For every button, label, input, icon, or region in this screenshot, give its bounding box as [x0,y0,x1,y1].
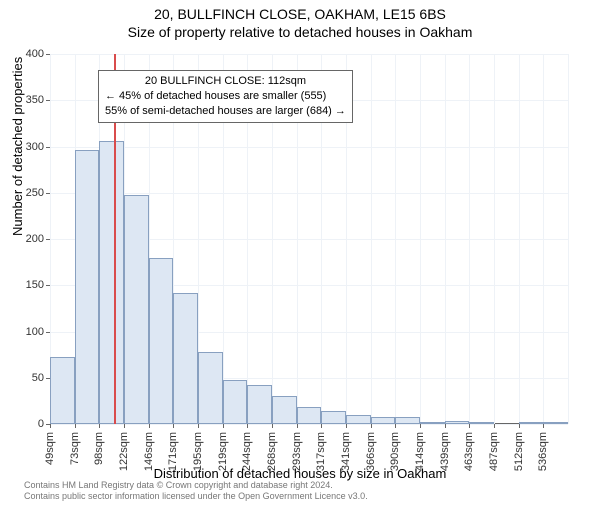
xtick-mark [469,424,470,428]
gridline-h [50,147,568,148]
histogram-bar [50,357,75,424]
ytick-label: 100 [6,326,44,338]
histogram-bar [297,407,322,424]
xtick-mark [247,424,248,428]
gridline-v [445,54,446,424]
histogram-bar [272,396,297,424]
xtick-mark [445,424,446,428]
annotation-box: 20 BULLFINCH CLOSE: 112sqm← 45% of detac… [98,70,353,123]
histogram-bar [321,411,346,424]
histogram-bar [223,380,248,424]
xtick-mark [297,424,298,428]
xtick-mark [223,424,224,428]
annotation-line: 20 BULLFINCH CLOSE: 112sqm [105,74,346,89]
page-title-address: 20, BULLFINCH CLOSE, OAKHAM, LE15 6BS [0,6,600,22]
histogram-bar [149,258,174,425]
gridline-v [543,54,544,424]
xtick-mark [420,424,421,428]
footnote-line2: Contains public sector information licen… [24,491,368,502]
xtick-mark [321,424,322,428]
ytick-label: 300 [6,141,44,153]
xtick-label: 98sqm [93,432,105,465]
ytick-label: 0 [6,418,44,430]
gridline-v [469,54,470,424]
xtick-mark [371,424,372,428]
xtick-mark [346,424,347,428]
xtick-mark [173,424,174,428]
gridline-h [50,54,568,55]
histogram-bar [247,385,272,424]
gridline-v [395,54,396,424]
xtick-mark [519,424,520,428]
xtick-mark [543,424,544,428]
histogram-bar [198,352,223,424]
gridline-v [519,54,520,424]
histogram-bar [519,422,544,424]
histogram-bar [420,422,445,424]
xtick-mark [50,424,51,428]
histogram-bar [445,421,470,424]
gridline-h [50,424,568,425]
ytick-label: 50 [6,372,44,384]
histogram-bar [346,415,371,424]
chart-area: 49sqm73sqm98sqm122sqm146sqm171sqm195sqm2… [50,54,568,424]
histogram-bar [543,422,568,424]
xtick-label: 49sqm [44,432,56,465]
gridline-v [494,54,495,424]
xtick-label: 73sqm [69,432,81,465]
page-title-sub: Size of property relative to detached ho… [0,24,600,40]
footnote-line1: Contains HM Land Registry data © Crown c… [24,480,368,491]
gridline-v [568,54,569,424]
histogram-bar [75,150,100,424]
annotation-line: 55% of semi-detached houses are larger (… [105,104,346,119]
histogram-bar [469,422,494,424]
xtick-mark [272,424,273,428]
gridline-h [50,193,568,194]
ytick-label: 350 [6,94,44,106]
xtick-mark [198,424,199,428]
xtick-mark [75,424,76,428]
gridline-v [371,54,372,424]
ytick-label: 150 [6,279,44,291]
xtick-mark [99,424,100,428]
ytick-label: 400 [6,48,44,60]
histogram-bar [99,141,124,424]
annotation-line: ← 45% of detached houses are smaller (55… [105,89,346,104]
footnote: Contains HM Land Registry data © Crown c… [24,480,368,503]
xtick-mark [395,424,396,428]
xtick-mark [494,424,495,428]
plot-area: 49sqm73sqm98sqm122sqm146sqm171sqm195sqm2… [50,54,568,424]
xtick-mark [149,424,150,428]
histogram-bar [371,417,396,424]
histogram-bar [124,195,149,424]
xtick-mark [124,424,125,428]
histogram-bar [395,417,420,424]
ytick-label: 200 [6,233,44,245]
ytick-label: 250 [6,187,44,199]
histogram-bar [173,293,198,424]
gridline-v [420,54,421,424]
